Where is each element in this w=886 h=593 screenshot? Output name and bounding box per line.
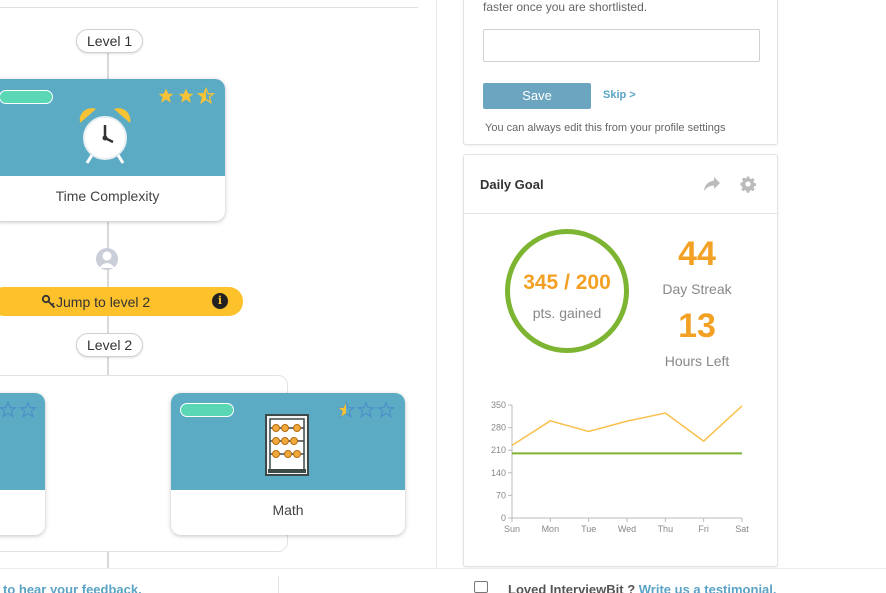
path-connector <box>107 52 109 80</box>
info-icon[interactable]: i <box>212 293 228 309</box>
path-connector <box>107 357 109 376</box>
alarm-clock-icon <box>79 108 131 164</box>
level-path-panel: Level 1 <box>0 0 437 568</box>
points-value: 345 / 200 <box>523 271 611 294</box>
daily-goal-header: Daily Goal <box>464 155 777 214</box>
profile-hint: faster once you are shortlisted. <box>483 0 648 14</box>
topic-card-math[interactable]: Math <box>171 393 405 535</box>
save-button[interactable]: Save <box>483 83 591 109</box>
jump-to-level-button[interactable]: Jump to level 2 i <box>0 287 243 316</box>
x-tick-label: Wed <box>618 524 636 534</box>
daily-goal-title: Daily Goal <box>480 177 544 192</box>
profile-prompt-card: faster once you are shortlisted. Save Sk… <box>463 0 778 145</box>
path-connector <box>107 316 109 334</box>
star-empty-icon <box>19 401 37 419</box>
heart-box-icon <box>474 581 488 593</box>
x-tick-label: Tue <box>581 524 596 534</box>
y-tick-label: 280 <box>491 423 506 433</box>
topic-card[interactable] <box>0 393 45 535</box>
footer-bar: to hear your feedback. Loved InterviewBi… <box>0 568 886 593</box>
daily-goal-card: Daily Goal 345 / 200 pts. gained 44 Day … <box>463 154 778 567</box>
star-filled-icon <box>178 88 194 103</box>
loved-label: Loved InterviewBit ? <box>508 582 636 593</box>
y-tick-label: 0 <box>501 513 506 523</box>
path-connector <box>107 552 109 568</box>
star-empty-icon <box>377 401 395 419</box>
user-lock-icon <box>96 248 118 270</box>
star-empty-icon <box>0 401 17 419</box>
star-rating <box>337 401 395 419</box>
star-empty-icon <box>357 401 375 419</box>
card-title: Math <box>272 502 304 518</box>
x-tick-label: Mon <box>542 524 560 534</box>
gear-icon[interactable] <box>739 175 757 193</box>
points-progress-ring: 345 / 200 pts. gained <box>505 229 629 353</box>
star-filled-icon <box>158 88 174 103</box>
profile-input[interactable] <box>483 29 760 62</box>
divider <box>0 7 418 8</box>
key-icon <box>41 294 56 309</box>
x-tick-label: Sun <box>504 524 520 534</box>
profile-note: You can always edit this from your profi… <box>485 122 726 134</box>
star-half-icon <box>197 87 215 105</box>
hours-value: 13 <box>678 307 716 345</box>
y-tick-label: 70 <box>496 490 506 500</box>
testimonial-link[interactable]: Write us a testimonial. <box>638 582 777 593</box>
points-label: pts. gained <box>532 305 602 321</box>
star-rating <box>157 87 215 105</box>
x-tick-label: Fri <box>698 524 709 534</box>
y-tick-label: 210 <box>491 445 506 455</box>
streak-value: 44 <box>678 235 716 273</box>
abacus-icon <box>265 414 309 476</box>
jump-label: Jump to level 2 <box>56 294 151 310</box>
y-tick-label: 140 <box>491 468 506 478</box>
star-half-icon <box>337 401 355 419</box>
share-icon[interactable] <box>703 176 721 192</box>
star-rating <box>0 401 37 419</box>
progress-pill <box>0 90 53 104</box>
card-title: Time Complexity <box>55 188 160 204</box>
hours-label: Hours Left <box>664 353 730 369</box>
progress-pill <box>180 403 234 417</box>
x-tick-label: Thu <box>658 524 674 534</box>
y-tick-label: 350 <box>491 400 506 410</box>
divider <box>278 576 279 593</box>
feedback-link[interactable]: to hear your feedback. <box>3 582 142 593</box>
level-2-badge: Level 2 <box>76 333 144 357</box>
series-line <box>511 405 743 446</box>
loved-text: Loved InterviewBit ? Write us a testimon… <box>508 582 777 593</box>
level-1-badge: Level 1 <box>76 29 144 53</box>
streak-label: Day Streak <box>662 281 732 297</box>
topic-card-time-complexity[interactable]: Time Complexity <box>0 79 225 221</box>
x-tick-label: Sat <box>735 524 749 534</box>
skip-link[interactable]: Skip > <box>603 89 636 101</box>
